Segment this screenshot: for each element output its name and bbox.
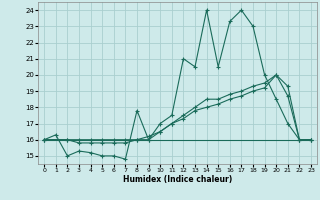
X-axis label: Humidex (Indice chaleur): Humidex (Indice chaleur) [123, 175, 232, 184]
